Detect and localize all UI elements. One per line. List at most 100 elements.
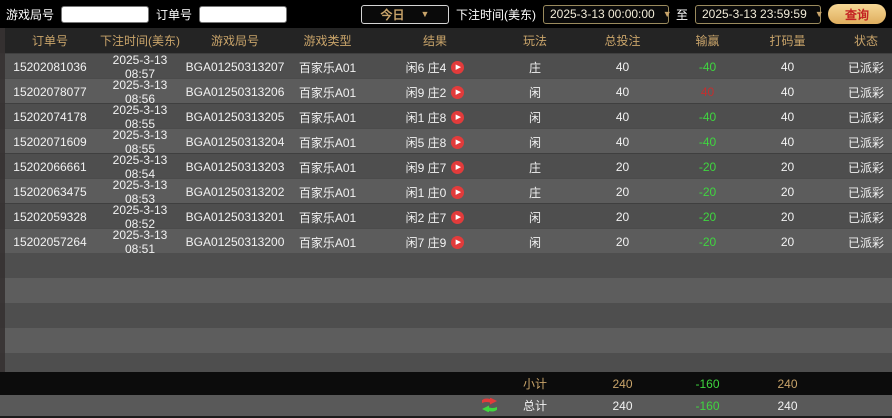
total-total-bet: 240 xyxy=(612,398,633,413)
cell-order-id: 15202057264 xyxy=(13,235,87,249)
subtotal-turnover: 240 xyxy=(777,376,798,391)
table-left-edge xyxy=(0,28,5,372)
chevron-down-icon: ▼ xyxy=(814,8,824,19)
table-row: 15202057264 2025-3-13 08:51 BGA012503132… xyxy=(0,228,892,256)
cell-round-id: BGA01250313207 xyxy=(185,60,285,74)
cell-turnover: 20 xyxy=(780,185,795,199)
subtotal-label: 小计 xyxy=(522,377,547,391)
total-label: 总计 xyxy=(522,399,547,413)
header-bet-time: 下注时间(美东) xyxy=(100,34,180,48)
cell-play: 庄 xyxy=(528,60,541,75)
cell-game-type: 百家乐A01 xyxy=(298,160,357,175)
table-row: 15202081036 2025-3-13 08:57 BGA012503132… xyxy=(0,53,892,81)
cell-status: 已派彩 xyxy=(847,160,884,175)
cell-play: 闲 xyxy=(528,235,541,250)
replay-video-icon[interactable]: ▶ xyxy=(451,185,465,199)
cell-bet-time: 2025-3-13 08:56 xyxy=(112,78,168,106)
cell-play: 闲 xyxy=(528,110,541,125)
cell-bet-time: 2025-3-13 08:51 xyxy=(112,228,168,256)
cell-status: 已派彩 xyxy=(847,110,884,125)
cell-result: 闲2 庄7 xyxy=(405,210,447,225)
cell-turnover: 20 xyxy=(780,210,795,224)
table-row: 15202071609 2025-3-13 08:55 BGA012503132… xyxy=(0,128,892,156)
empty-rows-area xyxy=(0,253,892,372)
cell-total-bet: 40 xyxy=(615,85,630,99)
start-time-select[interactable]: 2025-3-13 00:00:00 ▼ xyxy=(542,4,672,24)
cell-turnover: 20 xyxy=(780,160,795,174)
cell-win-loss: -40 xyxy=(698,110,717,124)
cell-order-id: 15202078077 xyxy=(13,85,87,99)
cell-round-id: BGA01250313202 xyxy=(185,185,285,199)
cell-game-type: 百家乐A01 xyxy=(298,185,357,200)
table-header: 订单号 下注时间(美东) 游戏局号 游戏类型 结果 玩法 总投注 输赢 打码量 … xyxy=(0,28,892,53)
chevron-down-icon: ▼ xyxy=(662,8,672,19)
cell-status: 已派彩 xyxy=(847,60,884,75)
cell-result: 闲1 庄8 xyxy=(405,110,447,125)
order-no-input[interactable] xyxy=(199,5,288,23)
end-time-select[interactable]: 2025-3-13 23:59:59 ▼ xyxy=(694,4,824,24)
replay-video-icon[interactable]: ▶ xyxy=(451,135,465,149)
cell-total-bet: 40 xyxy=(615,110,630,124)
replay-video-icon[interactable]: ▶ xyxy=(451,110,465,124)
subtotal-row: 小计 240 -160 240 xyxy=(0,372,892,395)
cell-total-bet: 20 xyxy=(615,235,630,249)
game-round-input[interactable] xyxy=(61,5,150,23)
table-rows: 15202081036 2025-3-13 08:57 BGA012503132… xyxy=(0,53,892,256)
cell-play: 闲 xyxy=(528,135,541,150)
cell-turnover: 40 xyxy=(780,85,795,99)
cell-total-bet: 20 xyxy=(615,185,630,199)
cell-game-type: 百家乐A01 xyxy=(298,235,357,250)
header-play: 玩法 xyxy=(522,34,547,48)
table-row: 15202059328 2025-3-13 08:52 BGA012503132… xyxy=(0,203,892,231)
cell-status: 已派彩 xyxy=(847,85,884,100)
replay-video-icon[interactable]: ▶ xyxy=(451,60,465,74)
header-turnover: 打码量 xyxy=(769,34,806,48)
table-row: 15202074178 2025-3-13 08:55 BGA012503132… xyxy=(0,103,892,131)
cell-game-type: 百家乐A01 xyxy=(298,110,357,125)
cell-order-id: 15202081036 xyxy=(13,60,87,74)
order-no-label: 订单号 xyxy=(156,7,193,22)
cell-round-id: BGA01250313205 xyxy=(185,110,285,124)
start-time-value: 2025-3-13 00:00:00 xyxy=(549,7,655,21)
table-row: 15202063475 2025-3-13 08:53 BGA012503132… xyxy=(0,178,892,206)
cell-bet-time: 2025-3-13 08:57 xyxy=(112,53,168,81)
end-time-value: 2025-3-13 23:59:59 xyxy=(701,7,807,21)
cell-order-id: 15202074178 xyxy=(13,110,87,124)
cell-round-id: BGA01250313200 xyxy=(185,235,285,249)
cell-order-id: 15202059328 xyxy=(13,210,87,224)
replay-video-icon[interactable]: ▶ xyxy=(451,210,465,224)
cell-game-type: 百家乐A01 xyxy=(298,135,357,150)
header-win-loss: 输赢 xyxy=(695,34,720,48)
cell-win-loss: -40 xyxy=(698,135,717,149)
refresh-swap-icon[interactable] xyxy=(481,397,498,415)
cell-win-loss: -20 xyxy=(698,235,717,249)
cell-bet-time: 2025-3-13 08:53 xyxy=(112,178,168,206)
subtotal-total-bet: 240 xyxy=(612,376,633,391)
cell-result: 闲9 庄2 xyxy=(405,85,447,100)
header-result: 结果 xyxy=(422,34,447,48)
cell-win-loss: -20 xyxy=(698,185,717,199)
header-order-id: 订单号 xyxy=(31,34,68,48)
cell-game-type: 百家乐A01 xyxy=(298,210,357,225)
header-round-id: 游戏局号 xyxy=(210,34,259,48)
cell-total-bet: 40 xyxy=(615,135,630,149)
replay-video-icon[interactable]: ▶ xyxy=(451,85,465,99)
cell-status: 已派彩 xyxy=(847,210,884,225)
cell-play: 庄 xyxy=(528,185,541,200)
replay-video-icon[interactable]: ▶ xyxy=(451,160,465,174)
cell-bet-time: 2025-3-13 08:55 xyxy=(112,128,168,156)
cell-bet-time: 2025-3-13 08:55 xyxy=(112,103,168,131)
total-win-loss: -160 xyxy=(695,398,720,413)
date-range-select[interactable]: 今日 ▼ xyxy=(360,4,449,24)
cell-turnover: 40 xyxy=(780,135,795,149)
cell-order-id: 15202066661 xyxy=(13,160,87,174)
cell-play: 闲 xyxy=(528,85,541,100)
cell-total-bet: 20 xyxy=(615,210,630,224)
query-button[interactable]: 查询 xyxy=(827,4,886,24)
replay-video-icon[interactable]: ▶ xyxy=(451,235,465,249)
cell-status: 已派彩 xyxy=(847,235,884,250)
cell-game-type: 百家乐A01 xyxy=(298,60,357,75)
cell-status: 已派彩 xyxy=(847,135,884,150)
cell-win-loss: 40 xyxy=(700,85,715,99)
cell-status: 已派彩 xyxy=(847,185,884,200)
